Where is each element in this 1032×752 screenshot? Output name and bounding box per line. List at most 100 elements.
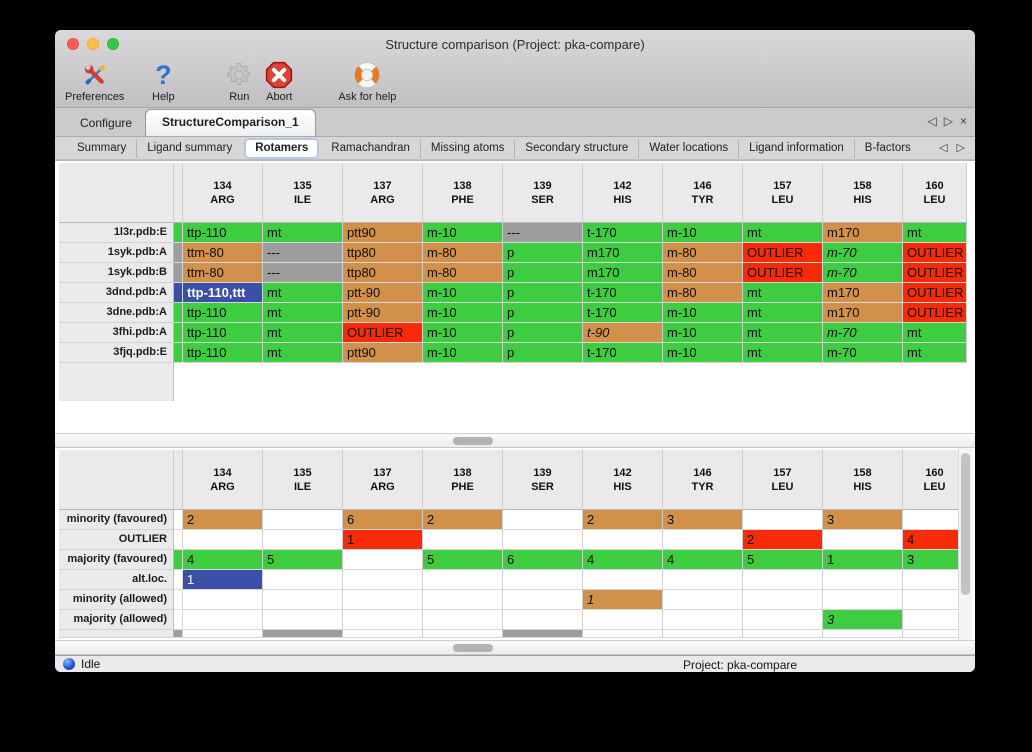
count-cell[interactable] (263, 570, 343, 590)
abort-button[interactable]: Abort (262, 59, 296, 103)
count-cell[interactable]: 3 (663, 510, 743, 530)
rotamer-cell[interactable]: ttm-80 (183, 263, 263, 283)
count-cell[interactable]: 1 (823, 550, 903, 570)
count-cell[interactable] (743, 570, 823, 590)
pane-splitter[interactable] (55, 433, 975, 448)
count-cell[interactable] (663, 590, 743, 610)
rotamer-cell[interactable]: p (503, 323, 583, 343)
tab-close-icon[interactable]: × (959, 114, 967, 128)
count-cell[interactable] (263, 610, 343, 630)
subtab-secondary-structure[interactable]: Secondary structure (514, 138, 638, 158)
rotamer-cell[interactable]: t-170 (583, 343, 663, 363)
minimize-button[interactable] (87, 38, 99, 50)
rotamer-cell[interactable]: m-80 (423, 263, 503, 283)
subtab-missing-atoms[interactable]: Missing atoms (419, 138, 515, 158)
rotamer-cell[interactable]: OUTLIER (903, 283, 967, 303)
count-cell[interactable] (583, 570, 663, 590)
rotamer-cell[interactable]: m-70 (823, 323, 903, 343)
count-cell[interactable] (423, 570, 503, 590)
rotamer-cell[interactable]: OUTLIER (903, 243, 967, 263)
rotamer-cell[interactable]: m-80 (663, 283, 743, 303)
rotamer-cell[interactable]: ptt-90 (343, 283, 423, 303)
rotamer-cell[interactable]: mt (743, 303, 823, 323)
help-button[interactable]: ? Help (146, 59, 180, 103)
run-button[interactable]: Run (222, 59, 256, 103)
scrollbar-thumb[interactable] (961, 453, 970, 595)
count-cell[interactable]: 2 (583, 510, 663, 530)
count-cell[interactable] (743, 610, 823, 630)
subtab-ligand-information[interactable]: Ligand information (738, 138, 854, 158)
tab-prev-icon[interactable]: ◁ (927, 114, 937, 128)
subtab-ligand-summary[interactable]: Ligand summary (136, 138, 242, 158)
rotamer-cell[interactable]: m-10 (663, 323, 743, 343)
subtab-water-locations[interactable]: Water locations (638, 138, 738, 158)
rotamer-cell[interactable]: m-80 (663, 243, 743, 263)
rotamer-cell[interactable]: m170 (583, 243, 663, 263)
tab-next-icon[interactable]: ▷ (943, 114, 953, 128)
count-cell[interactable] (423, 610, 503, 630)
rotamer-cell[interactable]: ttp-110 (183, 303, 263, 323)
count-cell[interactable] (663, 570, 743, 590)
count-cell[interactable]: 4 (183, 550, 263, 570)
count-cell[interactable] (423, 590, 503, 610)
count-cell[interactable]: 4 (583, 550, 663, 570)
rotamer-cell[interactable]: t-170 (583, 303, 663, 323)
rotamer-cell[interactable]: m-10 (663, 343, 743, 363)
rotamer-cell[interactable]: m170 (823, 303, 903, 323)
splitter-handle-icon[interactable] (453, 437, 493, 445)
rotamer-cell[interactable]: m-10 (423, 343, 503, 363)
rotamer-cell[interactable]: mt (743, 223, 823, 243)
rotamer-cell[interactable]: mt (903, 343, 967, 363)
rotamer-cell[interactable]: ttp80 (343, 263, 423, 283)
count-cell[interactable] (423, 530, 503, 550)
rotamer-cell[interactable]: ttm-80 (183, 243, 263, 263)
rotamer-cell[interactable]: m-70 (823, 243, 903, 263)
count-cell[interactable]: 1 (183, 570, 263, 590)
count-cell[interactable] (503, 590, 583, 610)
rotamer-cell[interactable]: p (503, 343, 583, 363)
rotamer-cell[interactable]: p (503, 263, 583, 283)
tab-structurecomparison-1[interactable]: StructureComparison_1 (145, 109, 316, 136)
rotamer-cell[interactable]: --- (263, 263, 343, 283)
rotamer-cell[interactable]: OUTLIER (743, 243, 823, 263)
count-cell[interactable] (663, 530, 743, 550)
subtab-ramachandran[interactable]: Ramachandran (331, 141, 410, 154)
count-cell[interactable] (663, 610, 743, 630)
rotamer-cell[interactable]: OUTLIER (743, 263, 823, 283)
count-cell[interactable] (823, 530, 903, 550)
count-cell[interactable] (823, 590, 903, 610)
count-cell[interactable]: 2 (423, 510, 503, 530)
subtab-summary[interactable]: Summary (77, 141, 127, 154)
rotamer-cell[interactable]: mt (263, 303, 343, 323)
count-cell[interactable] (183, 530, 263, 550)
rotamer-cell[interactable]: m170 (823, 283, 903, 303)
rotamer-cell[interactable]: ptt-90 (343, 303, 423, 323)
rotamer-cell[interactable]: m-10 (423, 283, 503, 303)
rotamer-cell[interactable]: t-90 (583, 323, 663, 343)
count-cell[interactable]: 5 (263, 550, 343, 570)
rotamer-cell[interactable]: m-70 (823, 263, 903, 283)
rotamer-cell[interactable]: p (503, 243, 583, 263)
scrollbar-handle-icon[interactable] (453, 644, 493, 652)
zoom-button[interactable] (107, 38, 119, 50)
preferences-button[interactable]: Preferences (65, 59, 124, 103)
count-cell[interactable] (343, 570, 423, 590)
count-cell[interactable] (743, 510, 823, 530)
rotamer-cell[interactable]: ptt90 (343, 223, 423, 243)
count-cell[interactable] (183, 590, 263, 610)
count-cell[interactable] (263, 590, 343, 610)
rotamer-cell[interactable]: m-10 (663, 223, 743, 243)
count-cell[interactable]: 3 (823, 610, 903, 630)
count-cell[interactable] (343, 610, 423, 630)
rotamer-cell[interactable]: ttp-110 (183, 323, 263, 343)
title-bar[interactable]: Structure comparison (Project: pka-compa… (55, 30, 975, 58)
count-cell[interactable]: 4 (663, 550, 743, 570)
count-cell[interactable]: 2 (183, 510, 263, 530)
rotamer-cell[interactable]: OUTLIER (903, 263, 967, 283)
count-cell[interactable] (183, 610, 263, 630)
rotamer-cell[interactable]: p (503, 303, 583, 323)
count-cell[interactable]: 3 (823, 510, 903, 530)
ask-for-help-button[interactable]: Ask for help (338, 59, 396, 103)
rotamer-cell[interactable]: ttp-110 (183, 223, 263, 243)
rotamer-cell[interactable]: m-10 (663, 303, 743, 323)
